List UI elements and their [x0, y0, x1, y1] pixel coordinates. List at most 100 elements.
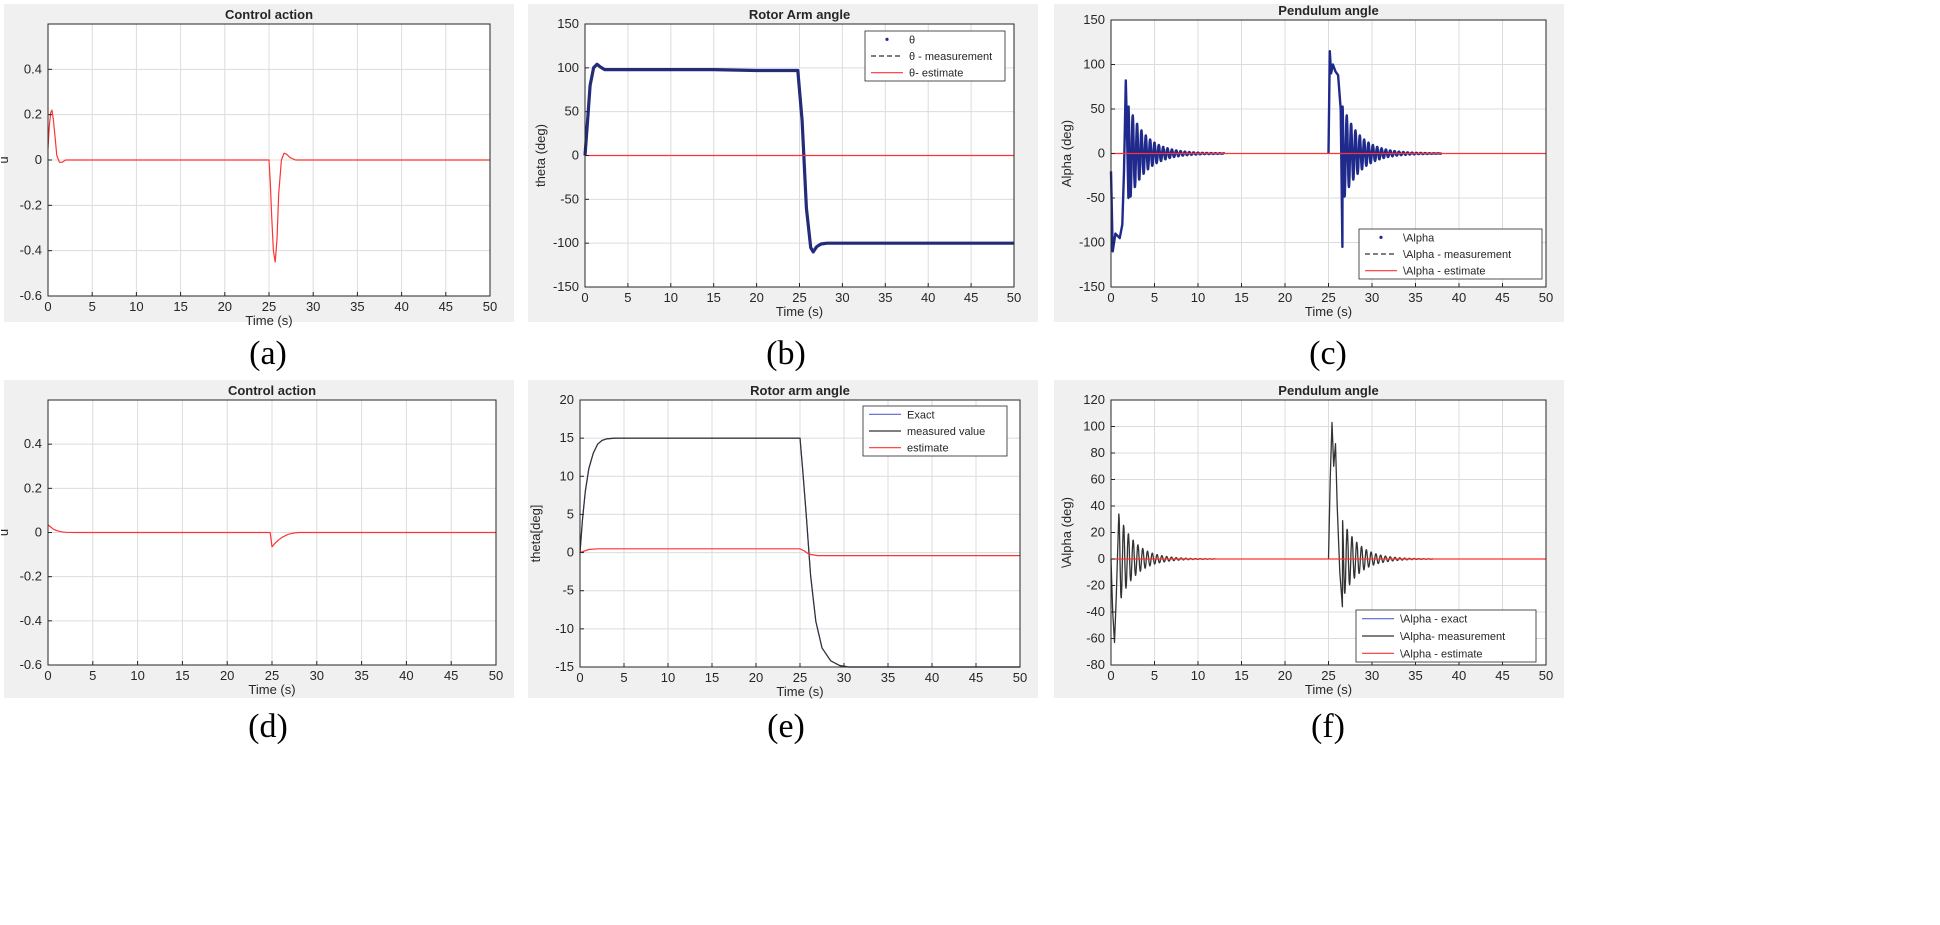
chart-title: Control action [228, 383, 316, 398]
x-tick-label: 5 [89, 668, 96, 683]
chart-b-svg: 0 5 10 15 20 25 30 35 40 45 50 -150 -100 -50 0 50 100 150… [533, 7, 1021, 319]
chart-a: 0 5 10 15 20 25 30 35 40 45 50 -0.6 -0.4 -0.2 0 0.2 0.4 C… [0, 4, 514, 328]
caption-e: (e) [767, 708, 805, 745]
x-axis-label: Time (s) [248, 682, 295, 697]
y-tick-label: -10 [555, 621, 574, 636]
legend-label: \Alpha - measurement [1403, 249, 1511, 261]
y-tick-label: 0 [567, 545, 574, 560]
x-tick-label: 15 [173, 299, 187, 314]
y-tick-label: 0 [572, 148, 579, 163]
x-tick-label: 35 [350, 299, 364, 314]
x-tick-label: 20 [1278, 290, 1292, 305]
chart-e-svg: 0 5 10 15 20 25 30 35 40 45 50 -15 -10 -5 0 5 10 15 20 Roto… [528, 383, 1027, 699]
y-tick-label: -50 [560, 191, 579, 206]
x-tick-label: 0 [576, 670, 583, 685]
y-tick-label: 20 [560, 392, 574, 407]
chart-d-svg: 0 5 10 15 20 25 30 35 40 45 50 -0.6 -0.4 -0.2 0 0.2 0.4 C… [0, 383, 503, 697]
x-tick-label: 50 [489, 668, 503, 683]
x-tick-label: 45 [969, 670, 983, 685]
y-tick-label: -0.4 [20, 613, 42, 628]
x-tick-label: 45 [1495, 668, 1509, 683]
series-line-0 [47, 524, 496, 548]
x-tick-label: 30 [837, 670, 851, 685]
y-tick-label: -15 [555, 659, 574, 674]
y-tick-label: -100 [553, 235, 579, 250]
x-tick-label: 30 [310, 668, 324, 683]
chart-title: Control action [225, 7, 313, 22]
x-tick-label: 20 [749, 670, 763, 685]
x-axis-label: Time (s) [776, 684, 823, 699]
chart-b: 0 5 10 15 20 25 30 35 40 45 50 -150 -100 -50 0 50 100 150… [528, 4, 1038, 322]
x-tick-label: 20 [218, 299, 232, 314]
chart-c-svg: 0 5 10 15 20 25 30 35 40 45 50 -150 -100 -50 0 50 100 150… [1059, 3, 1553, 319]
y-tick-label: 150 [557, 16, 579, 31]
x-tick-label: 5 [620, 670, 627, 685]
caption-c: (c) [1309, 335, 1347, 372]
y-axis-label: u [0, 529, 11, 536]
legend-label: θ [909, 34, 915, 46]
x-tick-label: 10 [661, 670, 675, 685]
x-tick-label: 0 [1107, 290, 1114, 305]
x-tick-label: 25 [792, 290, 806, 305]
x-tick-label: 10 [129, 299, 143, 314]
x-tick-label: 35 [1408, 668, 1422, 683]
legend-label: \Alpha - estimate [1400, 648, 1483, 660]
x-tick-label: 15 [1234, 290, 1248, 305]
x-tick-label: 0 [1107, 668, 1114, 683]
x-tick-label: 30 [1365, 668, 1379, 683]
y-tick-label: 0.2 [24, 107, 42, 122]
series-line-2 [579, 548, 1020, 557]
x-tick-label: 50 [1539, 290, 1553, 305]
legend-label: θ- estimate [909, 68, 963, 80]
y-tick-label: -100 [1079, 235, 1105, 250]
x-tick-label: 0 [44, 299, 51, 314]
chart-a-svg: 0 5 10 15 20 25 30 35 40 45 50 -0.6 -0.4 -0.2 0 0.2 0.4 C… [0, 7, 497, 328]
x-tick-label: 20 [1278, 668, 1292, 683]
caption-d: (d) [248, 708, 288, 745]
y-tick-label: -5 [562, 583, 574, 598]
legend-label: \Alpha- measurement [1400, 631, 1505, 643]
x-tick-label: 25 [265, 668, 279, 683]
x-tick-label: 0 [44, 668, 51, 683]
caption-b: (b) [766, 335, 806, 372]
series-line-1 [584, 63, 1014, 253]
y-axis-label: Alpha (deg) [1059, 120, 1074, 187]
chart-title: Rotor Arm angle [749, 7, 850, 22]
x-tick-label: 25 [1321, 668, 1335, 683]
y-axis-label: u [0, 156, 11, 163]
x-tick-label: 35 [881, 670, 895, 685]
x-tick-label: 45 [1495, 290, 1509, 305]
chart-f-svg: 0 5 10 15 20 25 30 35 40 45 50 -80 -60 -40 -20 0 20 40 60 8… [1059, 383, 1553, 697]
x-tick-label: 20 [220, 668, 234, 683]
y-tick-label: 20 [1091, 525, 1105, 540]
y-tick-label: 150 [1083, 12, 1105, 27]
y-tick-label: 10 [560, 468, 574, 483]
y-tick-label: 0.2 [24, 480, 42, 495]
x-tick-label: 5 [624, 290, 631, 305]
legend-label: \Alpha - exact [1400, 614, 1467, 626]
y-tick-label: 0 [35, 152, 42, 167]
y-tick-label: -0.6 [20, 288, 42, 303]
x-tick-label: 40 [1452, 668, 1466, 683]
legend-label: θ - measurement [909, 51, 992, 63]
y-tick-label: -0.2 [20, 569, 42, 584]
legend-marker [1379, 235, 1383, 239]
y-tick-label: -40 [1086, 604, 1105, 619]
x-tick-label: 35 [354, 668, 368, 683]
x-tick-label: 45 [439, 299, 453, 314]
legend-label: measured value [907, 426, 985, 438]
x-tick-label: 10 [130, 668, 144, 683]
x-tick-label: 15 [705, 670, 719, 685]
y-tick-label: -0.2 [20, 197, 42, 212]
y-tick-label: 60 [1091, 472, 1105, 487]
y-tick-label: 0 [35, 525, 42, 540]
chart-title: Rotor arm angle [750, 383, 850, 398]
x-tick-label: 40 [925, 670, 939, 685]
x-tick-label: 0 [581, 290, 588, 305]
x-tick-label: 25 [1321, 290, 1335, 305]
y-tick-label: 0.4 [24, 436, 42, 451]
y-tick-label: -0.6 [20, 657, 42, 672]
x-tick-label: 35 [1408, 290, 1422, 305]
caption-f: (f) [1311, 708, 1345, 745]
series-line-1 [579, 437, 1020, 668]
